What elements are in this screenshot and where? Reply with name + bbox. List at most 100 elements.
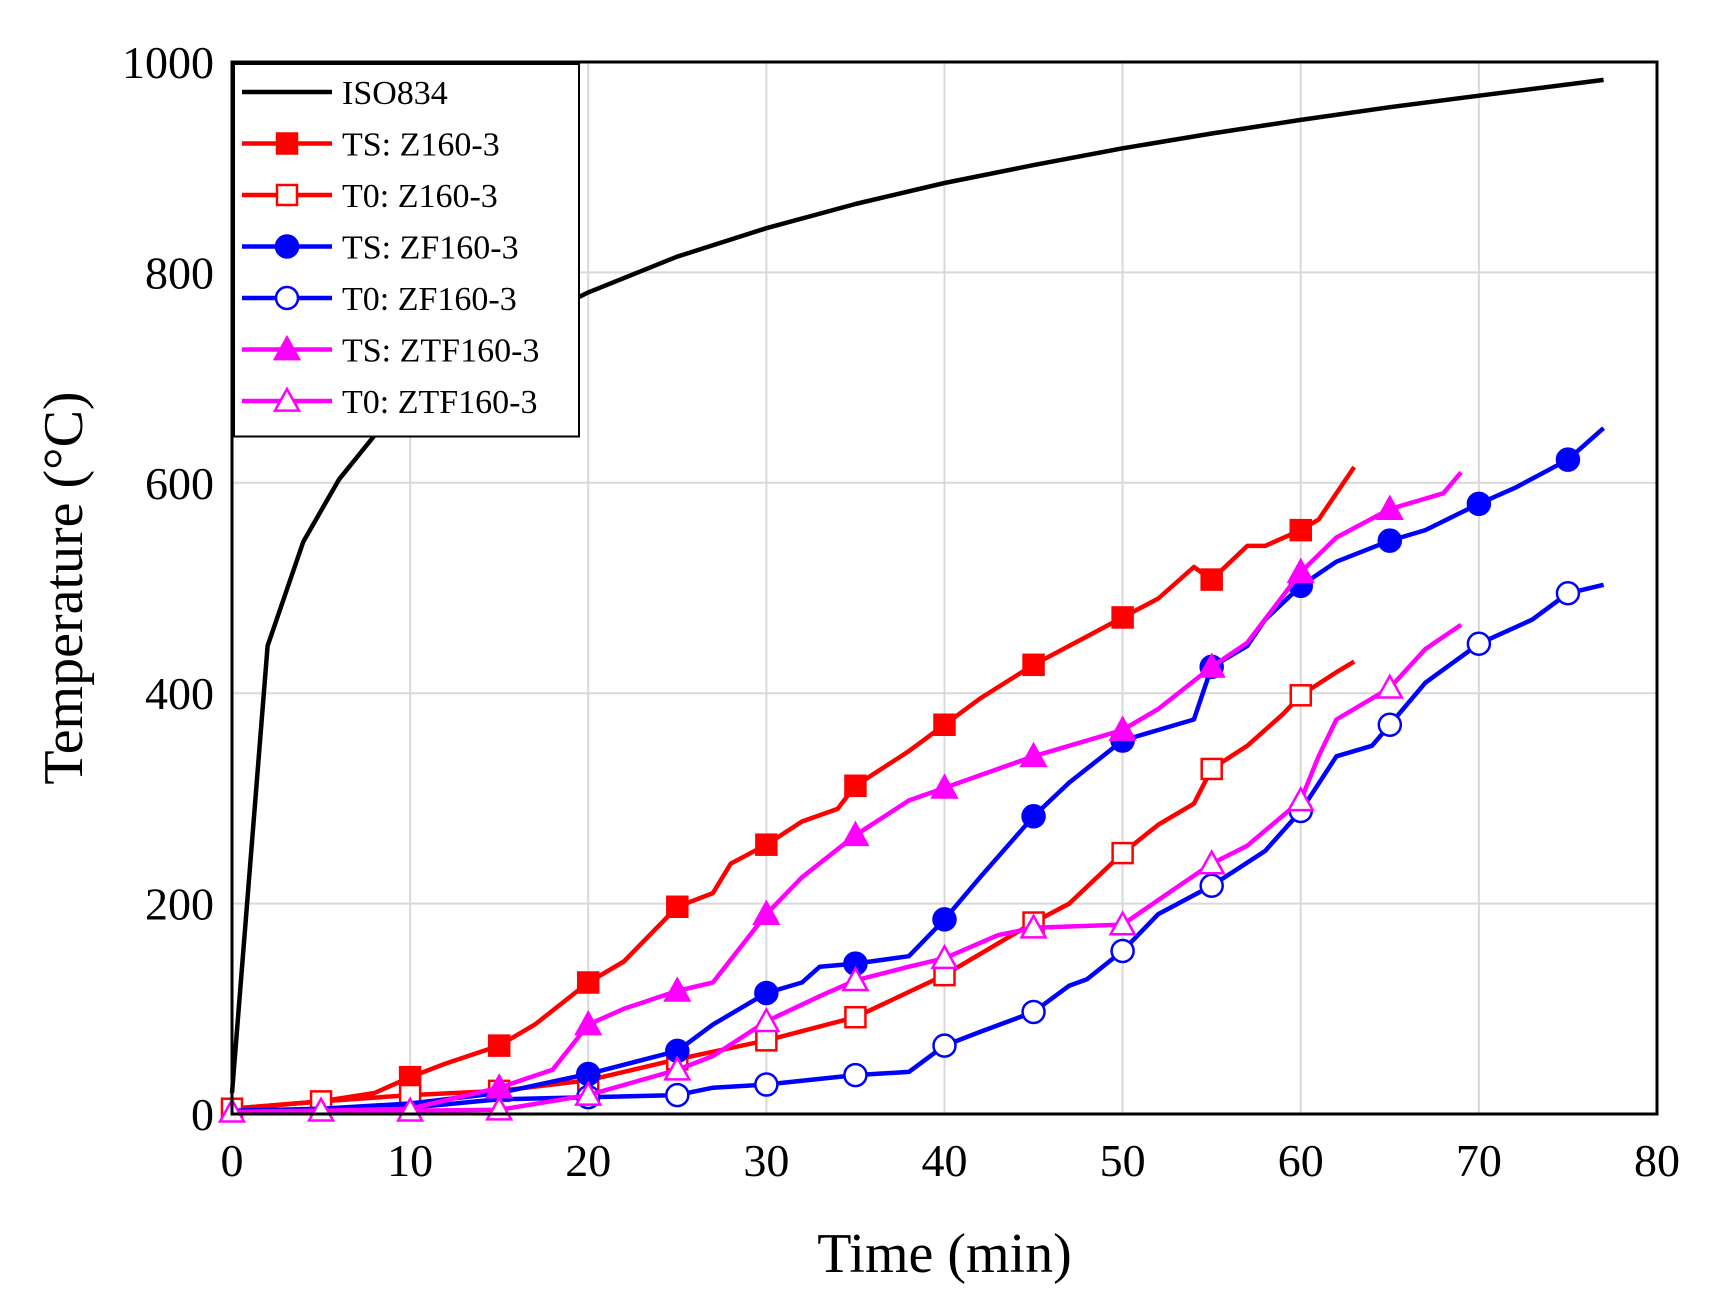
data-point-t0-zf160-3 bbox=[754, 1072, 779, 1097]
legend-item-t0-ztf160-3: T0: ZTF160-3 bbox=[242, 384, 537, 421]
data-point-ts-zf160-3 bbox=[1555, 447, 1581, 472]
y-tick-label: 400 bbox=[145, 668, 214, 719]
legend-item-iso834: ISO834 bbox=[242, 75, 448, 112]
data-point-t0-ztf160-3 bbox=[574, 1080, 603, 1106]
data-point-ts-z160-3 bbox=[755, 833, 778, 856]
data-point-ts-zf160-3 bbox=[1021, 804, 1046, 829]
data-point-ts-ztf160-3 bbox=[930, 773, 959, 799]
legend-label: T0: ZTF160-3 bbox=[342, 384, 537, 421]
data-point-t0-zf160-3 bbox=[1377, 712, 1403, 738]
series-line-t0-ztf160-3 bbox=[231, 622, 1463, 1115]
legend-item-ts-z160-3: TS: Z160-3 bbox=[242, 127, 500, 164]
x-tick-label: 10 bbox=[387, 1135, 433, 1186]
data-point-ts-ztf160-3 bbox=[574, 1010, 603, 1036]
series-line-ts-zf160-3 bbox=[231, 426, 1606, 1114]
data-point-t0-zf160-3 bbox=[932, 1033, 957, 1058]
x-tick-label: 30 bbox=[743, 1135, 789, 1186]
series-t0-zf160-3 bbox=[231, 581, 1605, 1114]
legend-label: TS: Z160-3 bbox=[342, 127, 500, 164]
legend-label: T0: Z160-3 bbox=[342, 178, 498, 215]
data-point-t0-ztf160-3 bbox=[1019, 913, 1048, 939]
data-point-ts-ztf160-3 bbox=[752, 899, 781, 925]
data-point-t0-ztf160-3 bbox=[930, 943, 959, 970]
legend-item-ts-ztf160-3: TS: ZTF160-3 bbox=[242, 333, 539, 370]
series-lines bbox=[217, 77, 1606, 1123]
data-point-t0-ztf160-3 bbox=[1286, 785, 1315, 812]
series-ts-zf160-3 bbox=[231, 426, 1606, 1114]
data-point-ts-z160-3 bbox=[1289, 518, 1312, 542]
legend-label: ISO834 bbox=[342, 75, 448, 112]
data-point-ts-z160-3 bbox=[1111, 606, 1134, 629]
data-point-t0-z160-3 bbox=[1111, 841, 1134, 865]
x-tick-label: 20 bbox=[565, 1135, 611, 1186]
y-axis-title: Temperature (°C) bbox=[33, 391, 95, 784]
x-tick-label: 80 bbox=[1634, 1135, 1680, 1186]
data-point-ts-ztf160-3 bbox=[841, 820, 870, 847]
legend-marker bbox=[272, 334, 302, 361]
legend-label: TS: ZF160-3 bbox=[342, 230, 519, 267]
y-tick-label: 200 bbox=[145, 879, 214, 930]
data-point-t0-zf160-3 bbox=[1110, 938, 1135, 964]
data-point-ts-z160-3 bbox=[933, 713, 956, 737]
data-point-t0-ztf160-3 bbox=[1375, 673, 1404, 699]
data-point-t0-z160-3 bbox=[755, 1029, 778, 1052]
legend-item-t0-zf160-3: T0: ZF160-3 bbox=[242, 281, 517, 318]
data-point-ts-z160-3 bbox=[1200, 568, 1223, 591]
legend-label: T0: ZF160-3 bbox=[342, 281, 517, 318]
data-point-ts-z160-3 bbox=[1022, 653, 1045, 677]
data-point-t0-zf160-3 bbox=[1199, 873, 1224, 898]
y-tick-label: 1000 bbox=[122, 37, 214, 88]
legend-marker bbox=[275, 132, 299, 155]
series-ts-z160-3 bbox=[231, 465, 1357, 1111]
data-point-t0-ztf160-3 bbox=[841, 965, 870, 992]
data-point-t0-z160-3 bbox=[1289, 684, 1312, 707]
data-point-t0-z160-3 bbox=[1200, 757, 1223, 781]
data-point-ts-z160-3 bbox=[844, 774, 867, 798]
y-tick-label: 0 bbox=[191, 1089, 214, 1140]
data-point-t0-zf160-3 bbox=[665, 1082, 690, 1108]
data-point-t0-ztf160-3 bbox=[1108, 910, 1137, 936]
series-line-ts-z160-3 bbox=[231, 465, 1357, 1111]
data-point-t0-zf160-3 bbox=[843, 1062, 868, 1088]
data-point-ts-zf160-3 bbox=[1377, 528, 1403, 553]
series-t0-ztf160-3 bbox=[217, 622, 1463, 1123]
data-point-ts-zf160-3 bbox=[932, 907, 957, 932]
data-point-ts-zf160-3 bbox=[754, 980, 779, 1006]
data-point-ts-ztf160-3 bbox=[1108, 715, 1137, 741]
data-point-ts-zf160-3 bbox=[1466, 491, 1492, 517]
legend-marker bbox=[274, 234, 300, 259]
x-tick-label: 60 bbox=[1278, 1135, 1324, 1186]
data-point-t0-zf160-3 bbox=[1466, 631, 1492, 657]
series-line-t0-zf160-3 bbox=[231, 582, 1605, 1114]
x-axis-title: Time (min) bbox=[817, 1223, 1072, 1285]
y-tick-label: 800 bbox=[145, 247, 214, 298]
data-point-ts-ztf160-3 bbox=[1197, 652, 1226, 678]
legend-marker bbox=[275, 183, 299, 207]
data-point-ts-ztf160-3 bbox=[1019, 741, 1048, 768]
x-tick-label: 40 bbox=[922, 1135, 968, 1186]
series-iso834 bbox=[229, 77, 1604, 1094]
data-point-ts-ztf160-3 bbox=[1286, 557, 1315, 584]
legend: ISO834 TS: Z160-3 T0: Z160-3 TS: ZF160-3 T0:… bbox=[233, 63, 580, 438]
legend-marker bbox=[274, 285, 300, 311]
data-point-t0-ztf160-3 bbox=[1197, 849, 1226, 875]
series-line-ts-ztf160-3 bbox=[231, 470, 1463, 1115]
x-tick-label: 70 bbox=[1456, 1135, 1502, 1186]
plot-frame bbox=[230, 60, 1659, 1116]
data-point-t0-zf160-3 bbox=[1555, 581, 1581, 606]
legend-item-ts-zf160-3: TS: ZF160-3 bbox=[242, 230, 519, 267]
data-point-t0-ztf160-3 bbox=[752, 1006, 781, 1033]
legend-label: TS: ZTF160-3 bbox=[342, 333, 539, 370]
data-point-ts-z160-3 bbox=[487, 1034, 511, 1057]
y-tick-label: 600 bbox=[145, 458, 214, 509]
data-point-ts-ztf160-3 bbox=[1375, 494, 1404, 520]
data-point-ts-z160-3 bbox=[577, 971, 600, 994]
series-ts-ztf160-3 bbox=[231, 470, 1463, 1115]
data-point-t0-ztf160-3 bbox=[663, 1055, 692, 1081]
data-point-t0-z160-3 bbox=[844, 1005, 867, 1029]
x-tick-label: 0 bbox=[221, 1135, 244, 1186]
series-line-iso834 bbox=[229, 77, 1604, 1094]
legend-item-t0-z160-3: T0: Z160-3 bbox=[242, 178, 498, 215]
